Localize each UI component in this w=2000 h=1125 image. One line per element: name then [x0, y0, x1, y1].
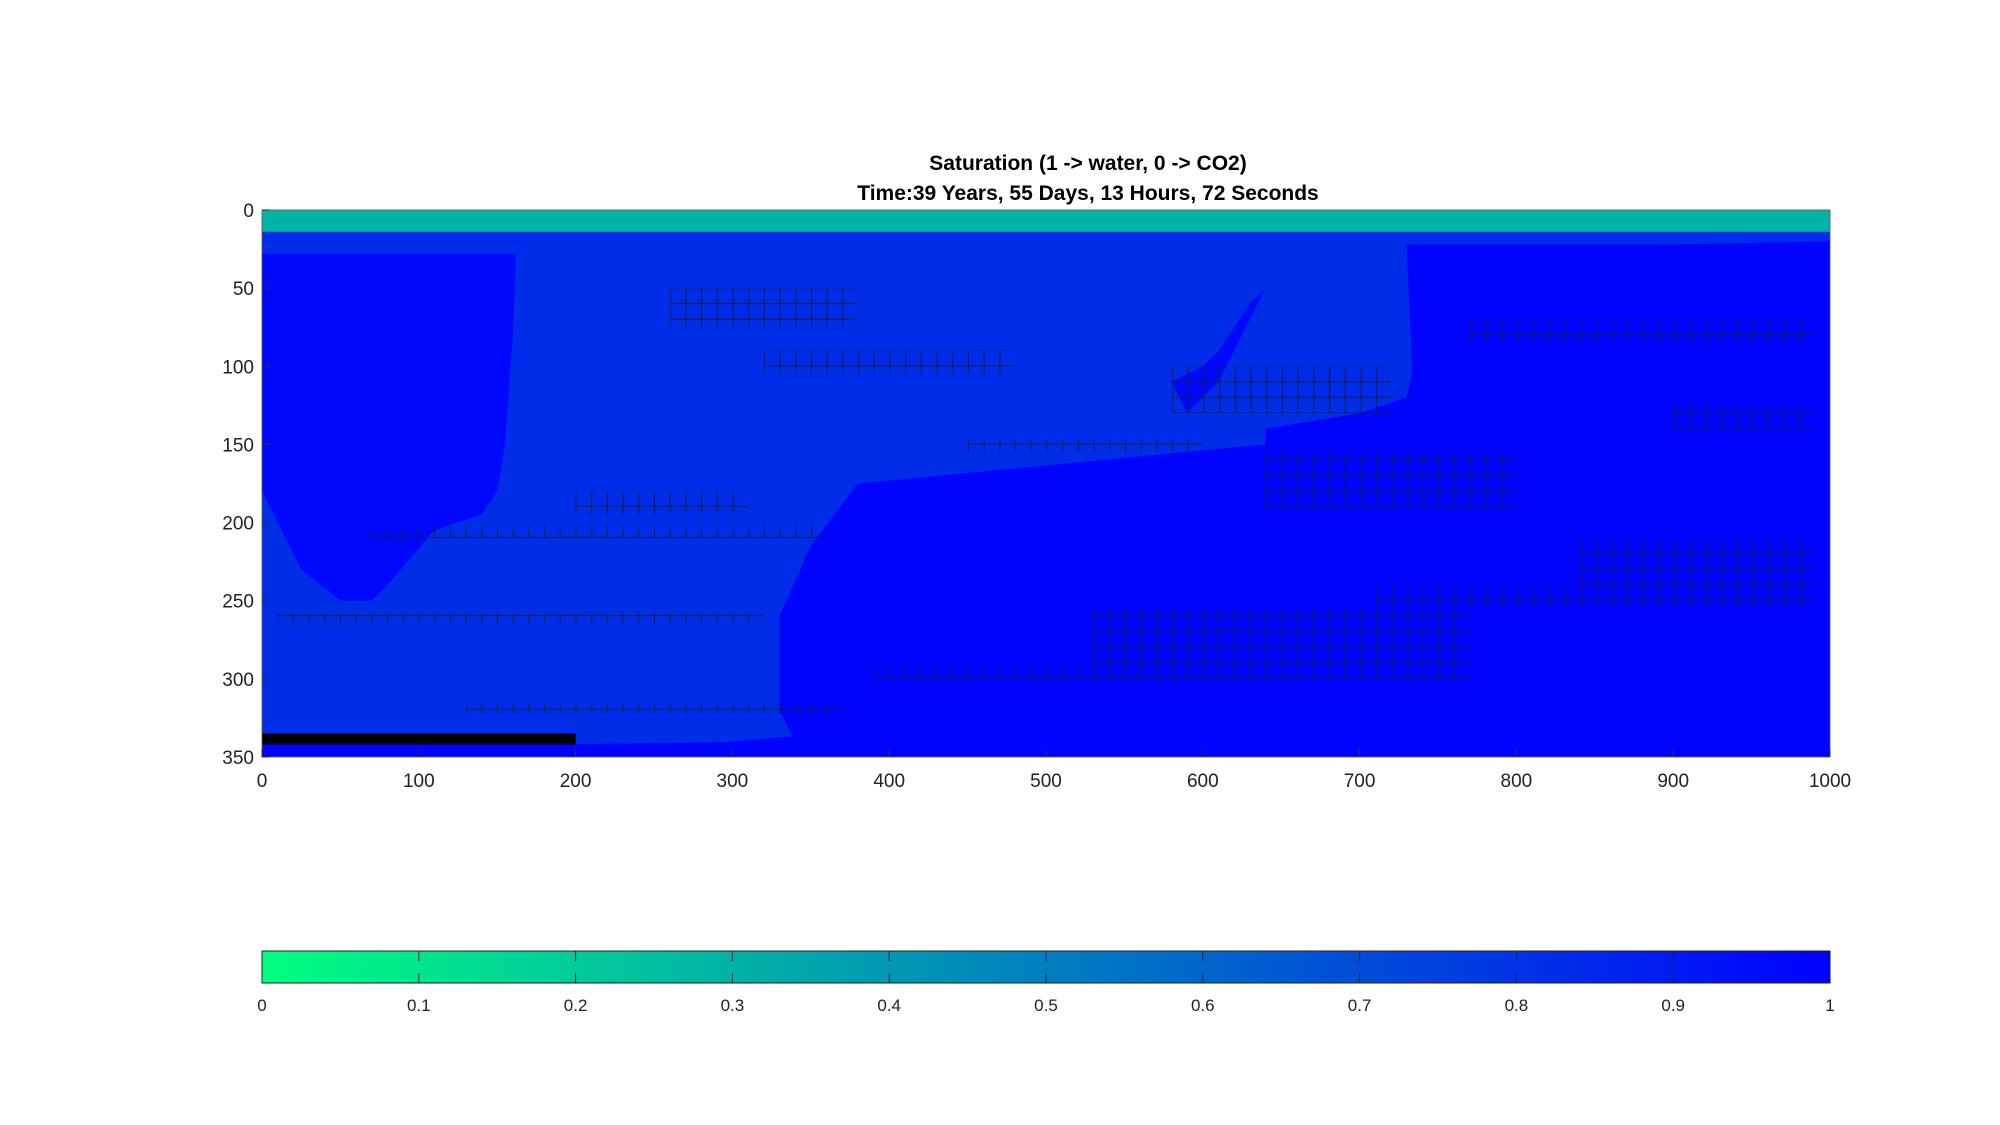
x-axis: 0 100 200 300 400 500 600 700 800 900 1000: [257, 749, 1851, 792]
heatmap-plot: [262, 210, 1830, 757]
saturation-region-3: [262, 253, 516, 601]
low-permeability-lens-8: [371, 525, 827, 539]
colorbar-tick-label: 0.1: [407, 996, 431, 1015]
saturation-region-5: [622, 244, 1830, 757]
y-tick-label: 0: [243, 201, 254, 222]
saturation-region-0: [262, 210, 1830, 232]
x-tick-label: 500: [1030, 771, 1062, 792]
low-permeability-lens-11: [277, 613, 764, 626]
low-permeability-lens-1: [763, 350, 1015, 375]
saturation-region-1: [262, 231, 1830, 242]
x-tick-label: 600: [1187, 771, 1219, 792]
y-tick-label: 100: [222, 357, 254, 378]
colorbar-tick-label: 0.9: [1661, 996, 1685, 1015]
colorbar-tick-label: 0.7: [1348, 996, 1372, 1015]
y-tick-label: 150: [222, 435, 254, 456]
y-tick-label: 350: [222, 748, 254, 769]
colorbar-ticks: 0 0.1 0.2 0.3 0.4 0.5 0.6 0.7 0.8 0.9 1: [257, 951, 1835, 1015]
x-tick-label: 100: [403, 771, 435, 792]
colorbar-tick-label: 0.3: [721, 996, 745, 1015]
low-permeability-lens-2: [1469, 319, 1815, 343]
low-permeability-lens-10: [1579, 538, 1815, 593]
title-line-2: Time:39 Years, 55 Days, 13 Hours, 72 Sec…: [857, 182, 1319, 205]
x-tick-label: 0: [257, 771, 268, 792]
x-tick-label: 300: [717, 771, 749, 792]
injection-well: [262, 733, 576, 745]
low-permeability-lens-13: [873, 666, 1282, 679]
colorbar-tick-label: 0.8: [1505, 996, 1529, 1015]
low-permeability-lens-14: [465, 702, 843, 714]
low-permeability-lens-7: [575, 491, 749, 515]
y-tick-label: 200: [222, 514, 254, 535]
colorbar-tick-label: 1: [1825, 996, 1834, 1015]
y-tick-label: 50: [233, 279, 254, 300]
low-permeability-lens-4: [1673, 405, 1815, 429]
chart-title: Saturation (1 -> water, 0 -> CO2) Time:3…: [857, 152, 1319, 205]
low-permeability-lens-0: [669, 288, 858, 328]
y-tick-label: 250: [222, 592, 254, 613]
x-tick-label: 700: [1344, 771, 1376, 792]
colorbar-tick-label: 0.6: [1191, 996, 1215, 1015]
colorbar-tick-label: 0.5: [1034, 996, 1058, 1015]
x-tick-label: 400: [873, 771, 905, 792]
x-tick-label: 200: [560, 771, 592, 792]
y-axis: 0 50 100 150 200 250 300 350: [222, 201, 270, 769]
low-permeability-lens-3: [1171, 366, 1391, 414]
colorbar-tick-label: 0: [257, 996, 266, 1015]
y-tick-label: 300: [222, 670, 254, 691]
low-permeability-lens-5: [967, 439, 1203, 453]
x-tick-label: 1000: [1809, 771, 1851, 792]
colorbar-tick-label: 0.2: [564, 996, 588, 1015]
low-permeability-lens-6: [1265, 452, 1517, 507]
colorbar-tick-label: 0.4: [877, 996, 901, 1015]
title-line-1: Saturation (1 -> water, 0 -> CO2): [929, 152, 1246, 175]
colorbar: 0 0.1 0.2 0.3 0.4 0.5 0.6 0.7 0.8 0.9 1: [257, 950, 1835, 1015]
x-tick-label: 900: [1657, 771, 1689, 792]
x-tick-label: 800: [1501, 771, 1533, 792]
